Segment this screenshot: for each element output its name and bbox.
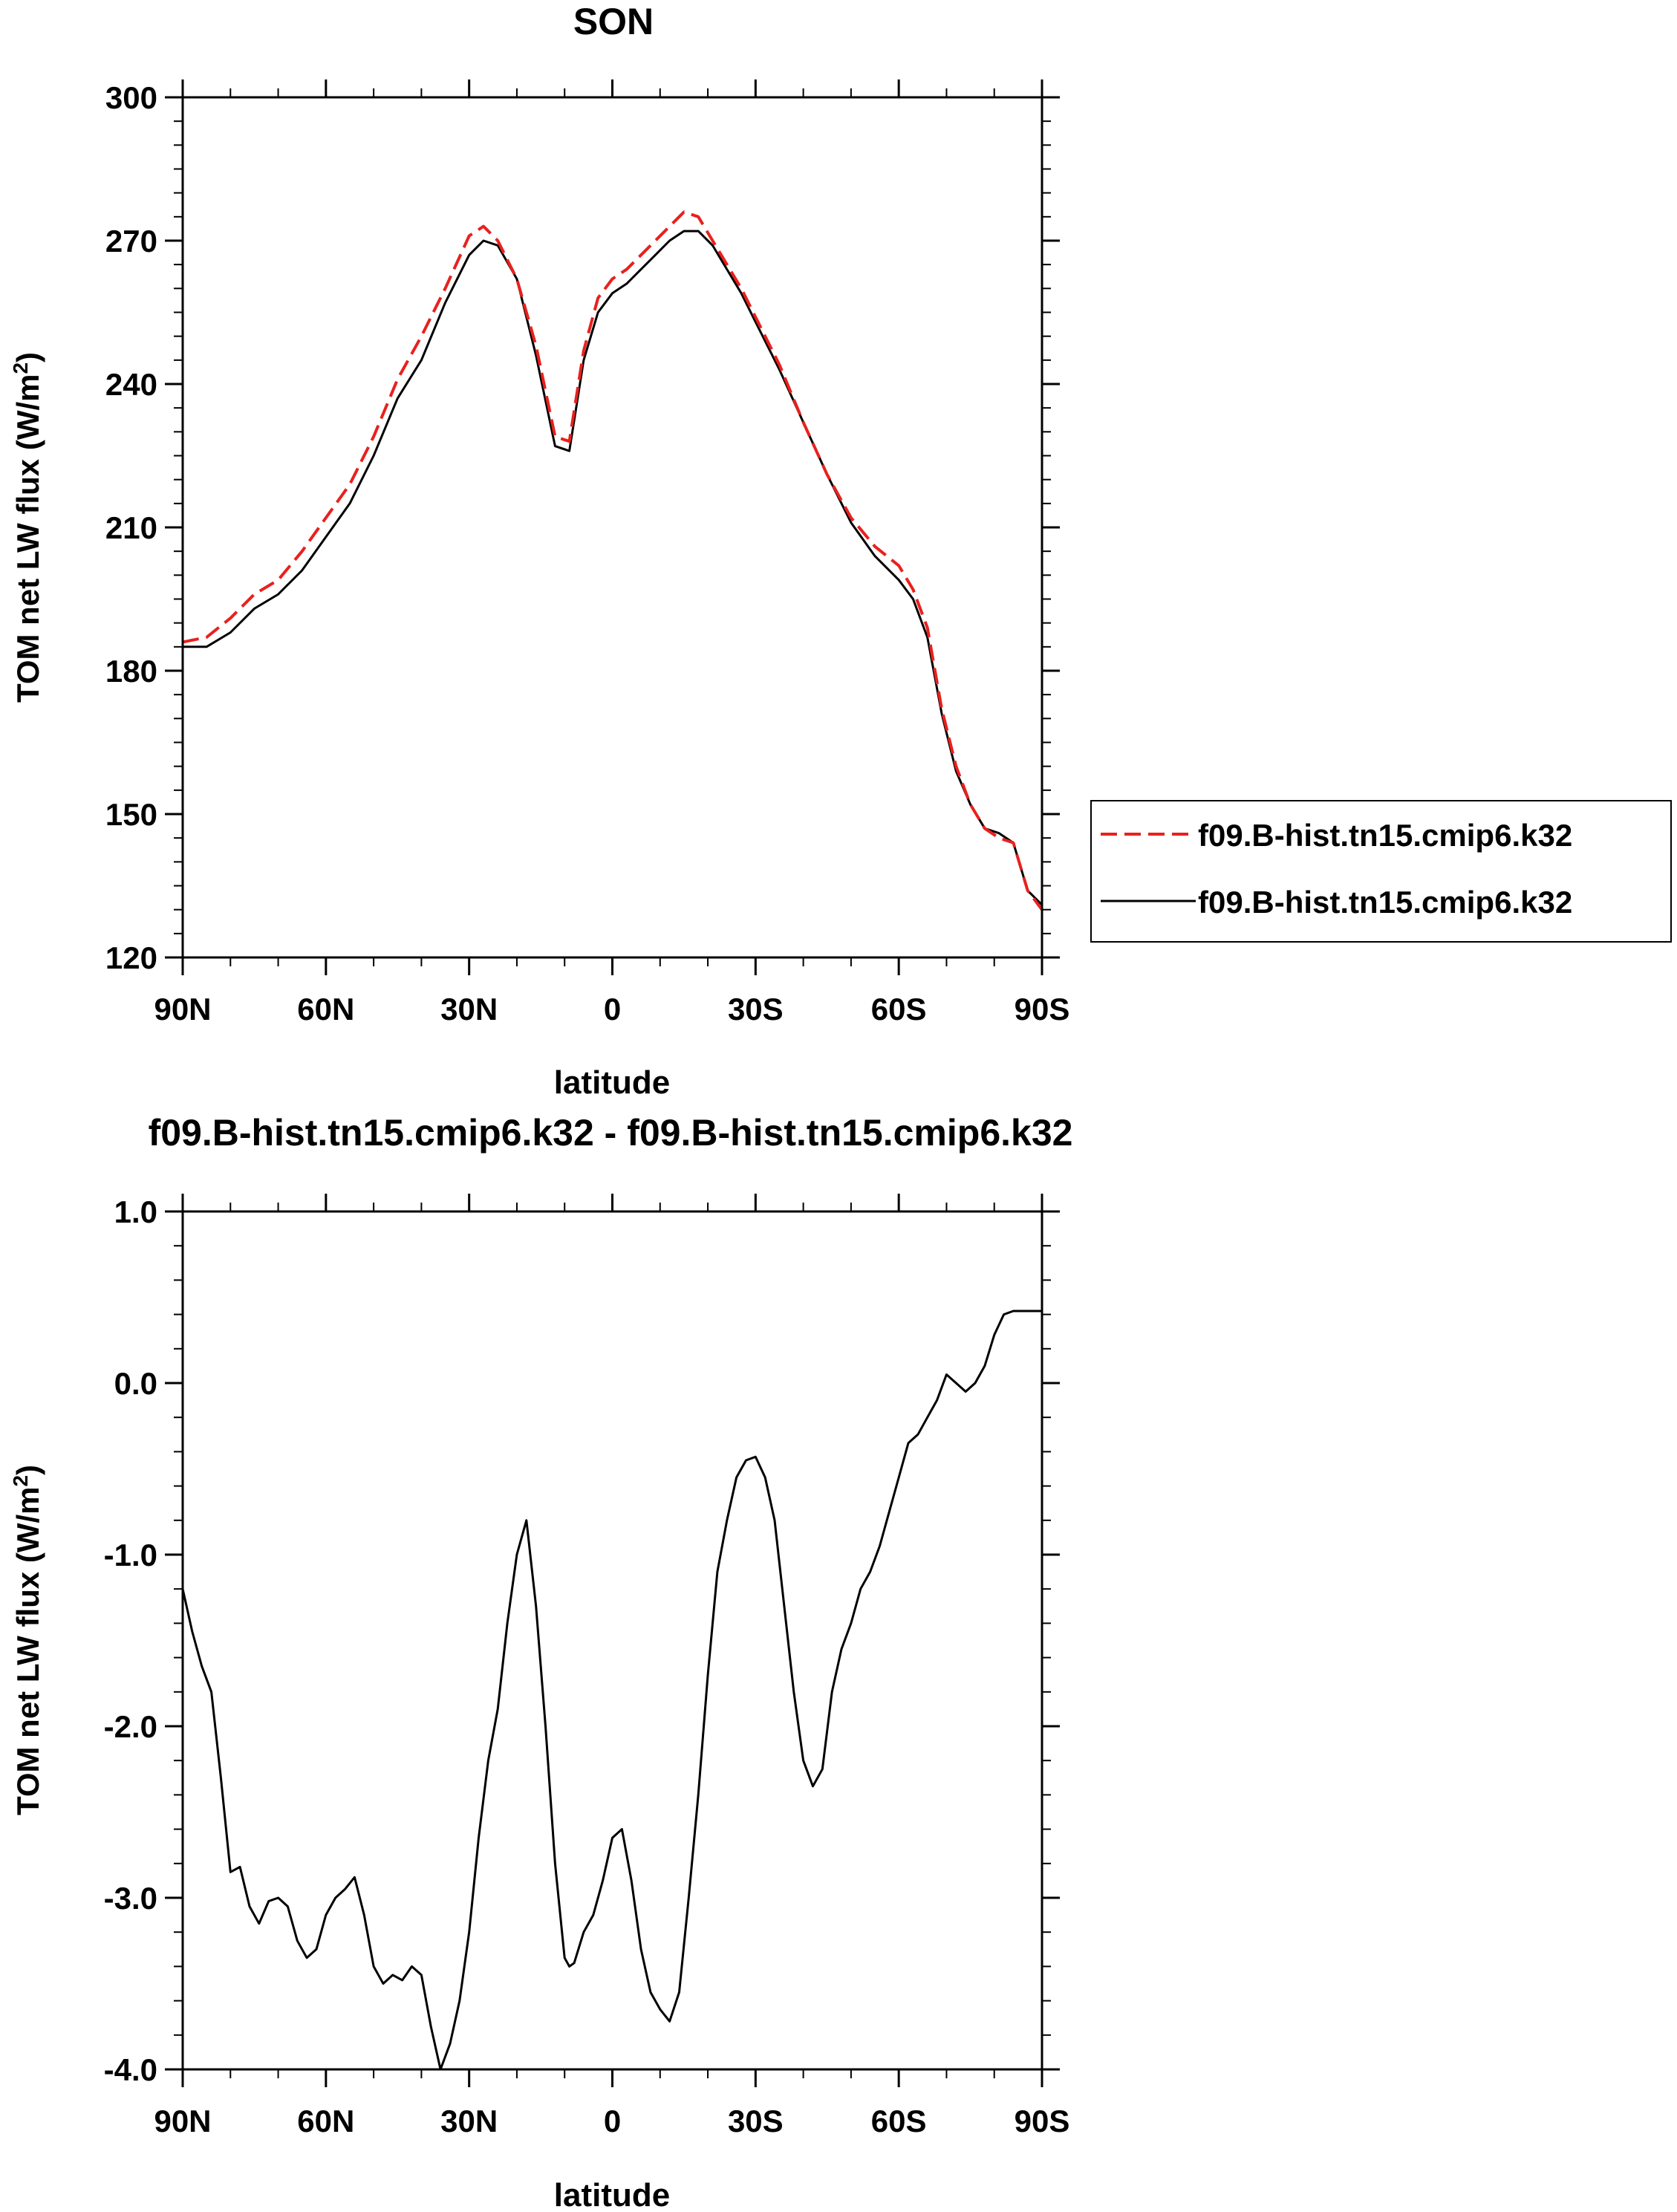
top-x-axis-label: latitude bbox=[554, 1064, 670, 1101]
top-y-axis-label-main: TOM net LW flux (W/m bbox=[10, 374, 45, 703]
bottom-title: f09.B-hist.tn15.cmip6.k32 - f09.B-hist.t… bbox=[149, 1112, 1073, 1154]
bottom-x-tick-label: 60S bbox=[871, 2104, 927, 2138]
bottom-y-tick-label: -1.0 bbox=[104, 1538, 157, 1572]
bottom-y-axis-label: TOM net LW flux (W/m2) bbox=[9, 1465, 46, 1815]
top-y-tick-label: 210 bbox=[105, 510, 157, 545]
top-y-tick-label: 120 bbox=[105, 940, 157, 975]
top-series-line-solid-black bbox=[183, 230, 1043, 906]
bottom-x-tick-label: 60N bbox=[297, 2104, 354, 2138]
bottom-y-tick-labels: -4.0 -3.0 -2.0 -1.0 0.0 1.0 bbox=[104, 1194, 157, 2087]
legend-box bbox=[1090, 800, 1672, 943]
legend-entry-1: f09.B-hist.tn15.cmip6.k32 bbox=[1198, 818, 1572, 853]
bottom-x-axis-label: latitude bbox=[554, 2177, 670, 2212]
top-y-axis-label-sup: 2 bbox=[9, 362, 32, 374]
top-plot-frame bbox=[181, 96, 1043, 959]
top-series-line-dashed-red bbox=[182, 210, 1043, 911]
top-x-tick-label: 90S bbox=[1015, 992, 1070, 1027]
top-title: SON bbox=[573, 1, 654, 42]
bottom-y-tick-label: 1.0 bbox=[114, 1194, 157, 1229]
bottom-y-tick-label: -3.0 bbox=[104, 1881, 157, 1916]
top-x-tick-label: 30N bbox=[440, 992, 498, 1027]
top-x-tick-label: 60S bbox=[871, 992, 927, 1027]
top-y-tick-label: 270 bbox=[105, 224, 157, 258]
top-y-tick-label: 300 bbox=[105, 80, 157, 115]
bottom-y-axis-label-main: TOM net LW flux (W/m bbox=[10, 1487, 45, 1816]
top-y-tick-label: 150 bbox=[105, 797, 157, 832]
bottom-y-axis-label-sup: 2 bbox=[9, 1475, 32, 1487]
top-y-tick-labels: 120 150 180 210 240 270 300 bbox=[105, 80, 157, 975]
top-y-tick-label: 240 bbox=[105, 367, 157, 402]
top-y-axis-label: TOM net LW flux (W/m2) bbox=[9, 352, 46, 703]
bottom-panel: f09.B-hist.tn15.cmip6.k32 - f09.B-hist.t… bbox=[9, 1112, 1073, 2212]
bottom-y-tick-label: 0.0 bbox=[114, 1366, 157, 1401]
bottom-series-group bbox=[181, 1310, 1042, 2071]
bottom-axis-ticks bbox=[165, 1194, 1060, 2087]
bottom-y-axis-label-close: ) bbox=[10, 1465, 45, 1475]
top-y-axis-label-close: ) bbox=[10, 352, 45, 362]
bottom-y-tick-label: -4.0 bbox=[104, 2052, 157, 2087]
bottom-x-tick-labels: 90N 60N 30N 0 30S 60S 90S bbox=[154, 2104, 1069, 2138]
bottom-plot-frame bbox=[181, 1210, 1043, 2071]
bottom-x-tick-label: 0 bbox=[604, 2104, 621, 2138]
top-grid-and-series bbox=[182, 210, 1043, 911]
top-x-tick-label: 60N bbox=[297, 992, 354, 1027]
top-panel: SON 120 150 180 210 240 270 300 90N 60N 30N 0 30S 6… bbox=[9, 1, 1672, 1101]
bottom-y-tick-label: -2.0 bbox=[104, 1709, 157, 1744]
legend: f09.B-hist.tn15.cmip6.k32 f09.B-hist.tn1… bbox=[1090, 800, 1672, 943]
bottom-x-tick-label: 90S bbox=[1015, 2104, 1070, 2138]
top-x-tick-labels: 90N 60N 30N 0 30S 60S 90S bbox=[154, 992, 1069, 1027]
top-series-group bbox=[182, 210, 1043, 911]
legend-entry-2: f09.B-hist.tn15.cmip6.k32 bbox=[1198, 885, 1572, 920]
bottom-series-line-solid-black bbox=[181, 1310, 1042, 2071]
top-y-tick-label: 180 bbox=[105, 654, 157, 689]
bottom-x-tick-label: 90N bbox=[154, 2104, 211, 2138]
bottom-x-tick-label: 30S bbox=[728, 2104, 784, 2138]
top-axis-ticks bbox=[165, 79, 1060, 975]
top-x-tick-label: 0 bbox=[604, 992, 621, 1027]
top-x-tick-label: 30S bbox=[728, 992, 784, 1027]
bottom-x-tick-label: 30N bbox=[440, 2104, 498, 2138]
top-x-tick-label: 90N bbox=[154, 992, 211, 1027]
